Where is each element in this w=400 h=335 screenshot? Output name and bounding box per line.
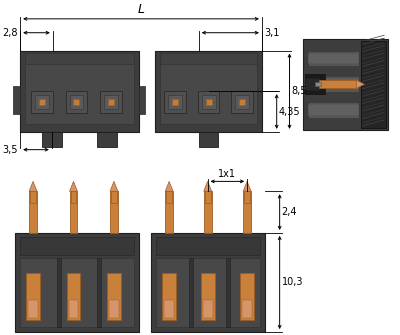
- Bar: [162, 273, 176, 320]
- Bar: [226, 258, 230, 327]
- Bar: [241, 101, 243, 103]
- Bar: [244, 191, 250, 203]
- Bar: [20, 51, 138, 132]
- Bar: [15, 233, 138, 332]
- Bar: [57, 258, 61, 327]
- Bar: [172, 99, 178, 105]
- Bar: [20, 258, 134, 327]
- Bar: [13, 86, 20, 114]
- Bar: [156, 237, 260, 255]
- Bar: [39, 99, 45, 105]
- Polygon shape: [204, 181, 212, 191]
- Bar: [70, 191, 78, 233]
- Bar: [26, 273, 40, 320]
- Polygon shape: [165, 181, 173, 191]
- Polygon shape: [29, 181, 37, 191]
- Bar: [20, 237, 134, 255]
- Bar: [42, 132, 62, 147]
- Bar: [235, 95, 249, 109]
- Bar: [242, 300, 252, 318]
- Bar: [198, 91, 220, 113]
- Bar: [160, 59, 257, 124]
- Bar: [74, 99, 80, 105]
- Bar: [174, 101, 176, 103]
- Bar: [239, 99, 245, 105]
- Bar: [97, 132, 117, 147]
- Bar: [110, 191, 118, 233]
- Bar: [204, 191, 212, 233]
- Bar: [308, 51, 358, 66]
- Bar: [305, 74, 325, 94]
- Text: L: L: [138, 3, 144, 16]
- Bar: [202, 95, 216, 109]
- Bar: [240, 273, 254, 320]
- Bar: [199, 132, 218, 147]
- Bar: [205, 191, 211, 203]
- Bar: [360, 41, 386, 128]
- Bar: [189, 258, 193, 327]
- Bar: [111, 191, 117, 203]
- Bar: [203, 300, 212, 318]
- Bar: [164, 91, 186, 113]
- Polygon shape: [110, 181, 118, 191]
- Bar: [66, 273, 80, 320]
- Bar: [319, 80, 356, 88]
- Bar: [308, 76, 358, 92]
- Bar: [305, 78, 319, 90]
- Text: 2,8: 2,8: [3, 28, 18, 38]
- Bar: [308, 53, 358, 64]
- Bar: [152, 233, 265, 332]
- Bar: [28, 300, 38, 318]
- Bar: [308, 102, 358, 118]
- Bar: [308, 104, 358, 116]
- Bar: [168, 95, 182, 109]
- Polygon shape: [243, 181, 251, 191]
- Bar: [66, 91, 87, 113]
- Bar: [243, 191, 251, 233]
- Bar: [109, 300, 119, 318]
- Bar: [201, 273, 214, 320]
- Bar: [70, 95, 83, 109]
- Bar: [68, 300, 78, 318]
- Bar: [231, 91, 253, 113]
- Bar: [164, 300, 174, 318]
- Bar: [100, 91, 122, 113]
- Bar: [41, 101, 43, 103]
- Bar: [76, 101, 78, 103]
- Bar: [107, 273, 121, 320]
- Text: 1x1: 1x1: [218, 170, 236, 180]
- Bar: [165, 191, 173, 233]
- Bar: [97, 258, 101, 327]
- Bar: [110, 101, 112, 103]
- Text: 8,5: 8,5: [292, 86, 307, 96]
- Text: 3,5: 3,5: [3, 145, 18, 155]
- Bar: [108, 99, 114, 105]
- Bar: [25, 59, 134, 124]
- Bar: [25, 53, 134, 64]
- Bar: [31, 91, 53, 113]
- Bar: [206, 99, 212, 105]
- Bar: [315, 82, 321, 86]
- Bar: [166, 191, 172, 203]
- Bar: [70, 191, 76, 203]
- Bar: [155, 51, 262, 132]
- Text: 4,35: 4,35: [279, 107, 300, 117]
- Bar: [138, 86, 146, 114]
- Bar: [29, 191, 37, 233]
- Polygon shape: [356, 80, 364, 88]
- Text: 3,1: 3,1: [264, 28, 279, 38]
- Bar: [208, 101, 210, 103]
- Bar: [104, 95, 118, 109]
- Text: 10,3: 10,3: [282, 277, 303, 287]
- Bar: [160, 53, 257, 64]
- Bar: [156, 258, 260, 327]
- Bar: [35, 95, 49, 109]
- Bar: [308, 78, 358, 90]
- Polygon shape: [70, 181, 78, 191]
- Text: 2,4: 2,4: [282, 207, 297, 217]
- Bar: [30, 191, 36, 203]
- Bar: [303, 39, 388, 130]
